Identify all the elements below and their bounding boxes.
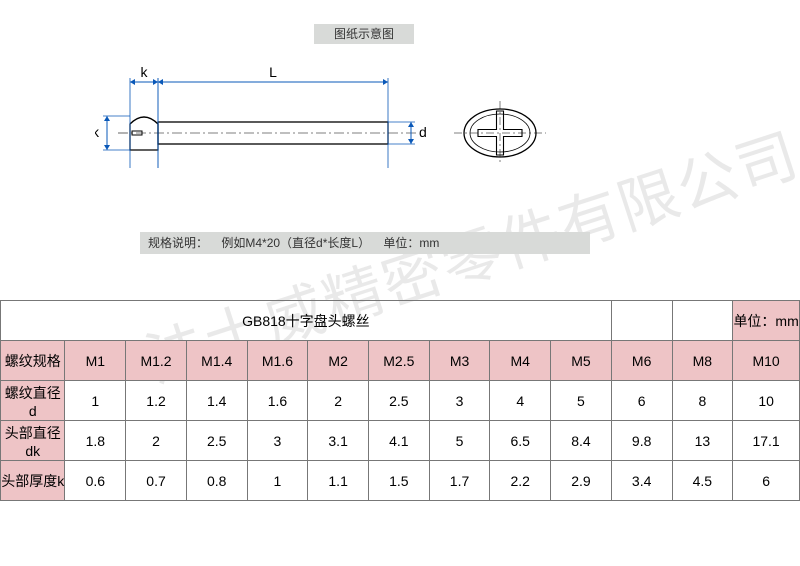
cell: 2.9	[551, 461, 612, 501]
svg-text:L: L	[269, 64, 277, 80]
cell: 2.5	[368, 381, 429, 421]
col-header: M8	[672, 341, 733, 381]
table-title-row: GB818十字盘头螺丝 单位：mm	[1, 301, 800, 341]
cell: 8	[672, 381, 733, 421]
cell: 2	[126, 421, 187, 461]
col-header: M1.2	[126, 341, 187, 381]
cell: 2.5	[186, 421, 247, 461]
table-unit-cell: 单位：mm	[733, 301, 800, 341]
cell: 5	[429, 421, 490, 461]
col-header: M2	[308, 341, 369, 381]
cell: 1.8	[65, 421, 126, 461]
table-row: 头部直径dk 1.8 2 2.5 3 3.1 4.1 5 6.5 8.4 9.8…	[1, 421, 800, 461]
table-blank-cell	[672, 301, 733, 341]
cell: 4.5	[672, 461, 733, 501]
table-blank-cell	[611, 301, 672, 341]
spec-note-value: 例如M4*20（直径d*长度L）	[211, 232, 370, 254]
spec-note-unit: 单位：mm	[373, 232, 439, 254]
cell: 3.1	[308, 421, 369, 461]
table-row: 螺纹直径d 1 1.2 1.4 1.6 2 2.5 3 4 5 6 8 10	[1, 381, 800, 421]
cell: 10	[733, 381, 800, 421]
cell: 6	[733, 461, 800, 501]
svg-text:k: k	[141, 64, 149, 80]
cell: 0.8	[186, 461, 247, 501]
cell: 1.5	[368, 461, 429, 501]
table-row: 头部厚度k 0.6 0.7 0.8 1 1.1 1.5 1.7 2.2 2.9 …	[1, 461, 800, 501]
spec-note-key: 规格说明：	[148, 232, 208, 254]
cell: 0.7	[126, 461, 187, 501]
diagram-title-band: 图纸示意图	[314, 24, 414, 44]
cell: 3.4	[611, 461, 672, 501]
col-header: M1	[65, 341, 126, 381]
svg-text:dk: dk	[95, 124, 100, 140]
cell: 1.7	[429, 461, 490, 501]
col-header: M1.6	[247, 341, 308, 381]
table-column-header-row: 螺纹规格 M1 M1.2 M1.4 M1.6 M2 M2.5 M3 M4 M5 …	[1, 341, 800, 381]
col-header: M4	[490, 341, 551, 381]
col-header: M3	[429, 341, 490, 381]
cell: 6.5	[490, 421, 551, 461]
row-header: 螺纹规格	[1, 341, 65, 381]
cell: 5	[551, 381, 612, 421]
cell: 3	[247, 421, 308, 461]
spec-note-band: 规格说明： 例如M4*20（直径d*长度L） 单位：mm	[140, 232, 590, 254]
col-header: M1.4	[186, 341, 247, 381]
row-header: 头部直径dk	[1, 421, 65, 461]
svg-text:d: d	[419, 124, 427, 140]
cell: 1	[247, 461, 308, 501]
cell: 1.2	[126, 381, 187, 421]
cell: 2.2	[490, 461, 551, 501]
cell: 1.1	[308, 461, 369, 501]
cell: 13	[672, 421, 733, 461]
cell: 1	[65, 381, 126, 421]
screw-diagram: k Ldk d	[95, 60, 645, 230]
col-header: M6	[611, 341, 672, 381]
cell: 4	[490, 381, 551, 421]
cell: 8.4	[551, 421, 612, 461]
cell: 4.1	[368, 421, 429, 461]
cell: 2	[308, 381, 369, 421]
table-title-cell: GB818十字盘头螺丝	[1, 301, 612, 341]
row-header: 螺纹直径d	[1, 381, 65, 421]
spec-table: GB818十字盘头螺丝 单位：mm 螺纹规格 M1 M1.2 M1.4 M1.6…	[0, 300, 800, 501]
col-header: M10	[733, 341, 800, 381]
col-header: M5	[551, 341, 612, 381]
cell: 17.1	[733, 421, 800, 461]
col-header: M2.5	[368, 341, 429, 381]
cell: 3	[429, 381, 490, 421]
cell: 0.6	[65, 461, 126, 501]
cell: 9.8	[611, 421, 672, 461]
row-header: 头部厚度k	[1, 461, 65, 501]
cell: 6	[611, 381, 672, 421]
cell: 1.4	[186, 381, 247, 421]
cell: 1.6	[247, 381, 308, 421]
page-root: 法士威精密零件有限公司 图纸示意图 kLdkd 规格说明： 例如M4*20（直径…	[0, 0, 800, 566]
